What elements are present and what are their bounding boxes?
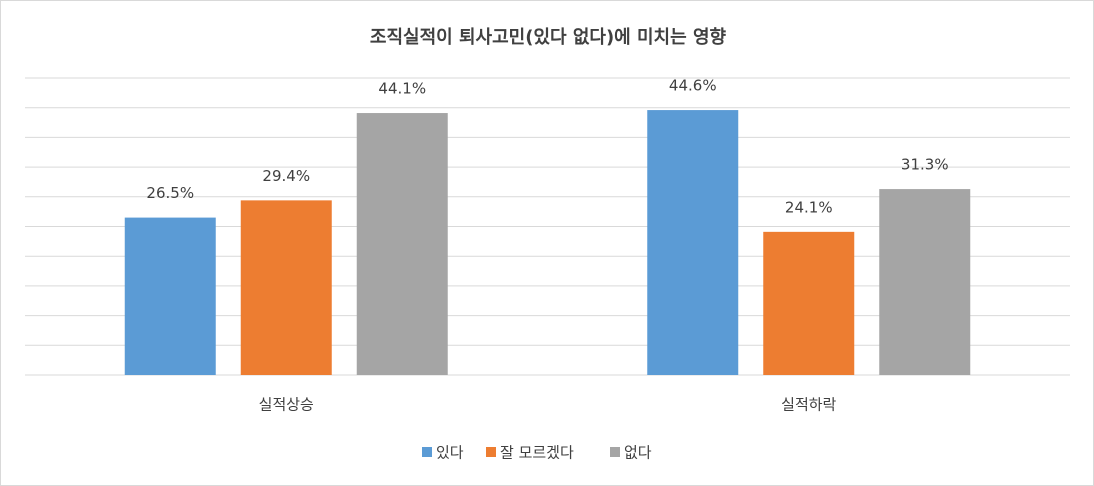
bar [240,200,332,375]
x-tick-label: 실적상승 [259,396,314,414]
bar [356,113,448,376]
x-tick-label: 실적하락 [781,396,836,414]
value-label: 44.6% [669,77,717,95]
bar [763,231,855,375]
legend-label: 잘 모르겠다 [500,444,574,462]
value-label: 31.3% [901,156,949,174]
value-label: 24.1% [785,198,833,216]
legend-label: 없다 [624,444,652,462]
legend-swatch [422,447,432,457]
value-label: 44.1% [378,80,426,98]
legend-swatch [486,447,496,457]
legend-label: 있다 [436,444,464,462]
bar [879,189,971,375]
bar [647,110,739,376]
value-label: 29.4% [262,167,310,185]
chart-title: 조직실적이 퇴사고민(있다 없다)에 미치는 영향 [370,27,727,48]
bar [124,217,216,375]
legend-swatch [610,447,620,457]
value-label: 26.5% [146,184,194,202]
